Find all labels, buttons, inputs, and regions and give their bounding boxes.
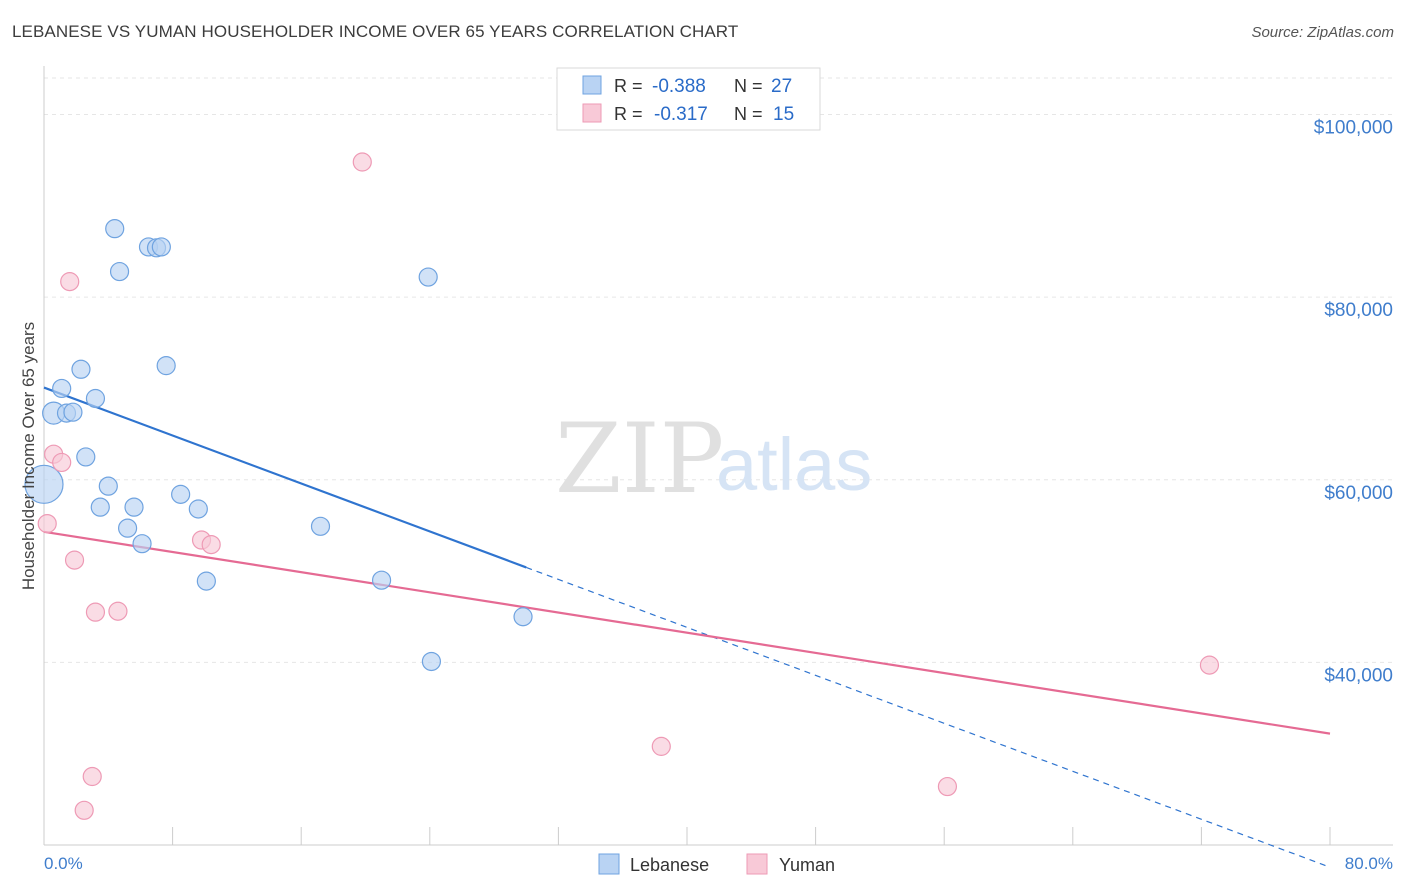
point-yuman-0 <box>37 513 57 534</box>
legend-label-yuman: Yuman <box>779 855 835 875</box>
point-yuman-8 <box>108 601 128 621</box>
point-lebanese-10 <box>105 219 125 239</box>
point-lebanese-23 <box>371 570 392 590</box>
point-lebanese-9 <box>98 476 118 496</box>
watermark-zip: ZIP <box>555 403 724 515</box>
point-lebanese-0 <box>24 464 64 504</box>
legend-swatch-yuman <box>746 853 768 875</box>
trend-lines <box>43 386 1331 868</box>
x-tick-label-max: 80.0% <box>1345 854 1393 873</box>
chart-source: Source: ZipAtlas.com <box>1251 24 1394 41</box>
y-axis-title: Householder Income Over 65 years <box>19 322 38 590</box>
point-lebanese-7 <box>85 388 106 409</box>
point-yuman-13 <box>937 776 958 797</box>
point-lebanese-19 <box>171 484 191 504</box>
stats-legend: R = -0.388 N = 27 R = -0.317 N = 15 <box>556 67 821 131</box>
chart-title: LEBANESE VS YUMAN HOUSEHOLDER INCOME OVE… <box>12 22 739 41</box>
point-lebanese-17 <box>151 237 171 257</box>
stats-n-label-yuman: N = <box>734 104 763 124</box>
y-tick-label-1: $60,000 <box>1324 483 1393 504</box>
data-points <box>24 152 1220 820</box>
stats-n-value-yuman: 15 <box>773 104 794 125</box>
point-lebanese-25 <box>421 651 442 672</box>
point-lebanese-12 <box>117 518 138 538</box>
point-lebanese-26 <box>513 607 533 627</box>
point-lebanese-2 <box>52 378 72 399</box>
point-lebanese-20 <box>188 499 208 519</box>
stats-swatch-yuman <box>582 103 602 123</box>
stats-r-label-yuman: R = <box>614 104 643 124</box>
point-yuman-2 <box>52 452 72 473</box>
watermark-atlas: atlas <box>716 423 872 506</box>
x-tick-label-min: 0.0% <box>44 854 83 873</box>
point-lebanese-18 <box>156 356 176 376</box>
point-lebanese-13 <box>124 497 144 517</box>
point-lebanese-22 <box>310 516 331 536</box>
point-lebanese-5 <box>71 359 91 379</box>
point-yuman-11 <box>352 152 372 172</box>
trend-line-lebanese <box>43 386 527 569</box>
y-tick-label-2: $80,000 <box>1324 300 1393 321</box>
point-lebanese-21 <box>196 571 216 591</box>
trend-line-yuman <box>43 530 1331 735</box>
y-tick-label-3: $100,000 <box>1314 118 1393 139</box>
point-lebanese-8 <box>90 497 110 517</box>
stats-n-value-lebanese: 27 <box>771 76 792 97</box>
point-yuman-12 <box>651 736 671 756</box>
point-yuman-4 <box>64 550 85 570</box>
point-yuman-3 <box>60 272 80 292</box>
stats-n-label-lebanese: N = <box>734 76 763 96</box>
y-tick-labels: $40,000 $60,000 $80,000 $100,000 <box>1314 118 1393 687</box>
point-yuman-7 <box>85 602 106 622</box>
point-yuman-6 <box>82 766 102 787</box>
legend-swatch-lebanese <box>598 853 620 875</box>
point-yuman-14 <box>1199 655 1220 675</box>
watermark: ZIP atlas <box>555 403 872 515</box>
point-lebanese-14 <box>132 534 152 554</box>
y-tick-label-0: $40,000 <box>1324 665 1393 686</box>
stats-r-label-lebanese: R = <box>614 76 643 96</box>
grid-lines <box>44 77 1393 663</box>
point-lebanese-11 <box>109 261 130 282</box>
point-lebanese-4 <box>63 402 83 422</box>
stats-swatch-lebanese <box>582 75 602 95</box>
legend-label-lebanese: Lebanese <box>630 855 709 875</box>
stats-r-value-yuman: -0.317 <box>654 104 708 125</box>
point-yuman-10 <box>201 534 221 555</box>
series-legend: Lebanese Yuman <box>598 853 835 875</box>
point-lebanese-6 <box>76 447 96 467</box>
point-lebanese-24 <box>418 267 438 287</box>
axes <box>43 66 1393 846</box>
x-tick-labels: 0.0% 80.0% <box>44 854 1393 873</box>
trend-extension-lebanese <box>526 566 1331 868</box>
point-yuman-5 <box>74 800 94 820</box>
stats-r-value-lebanese: -0.388 <box>652 76 706 97</box>
